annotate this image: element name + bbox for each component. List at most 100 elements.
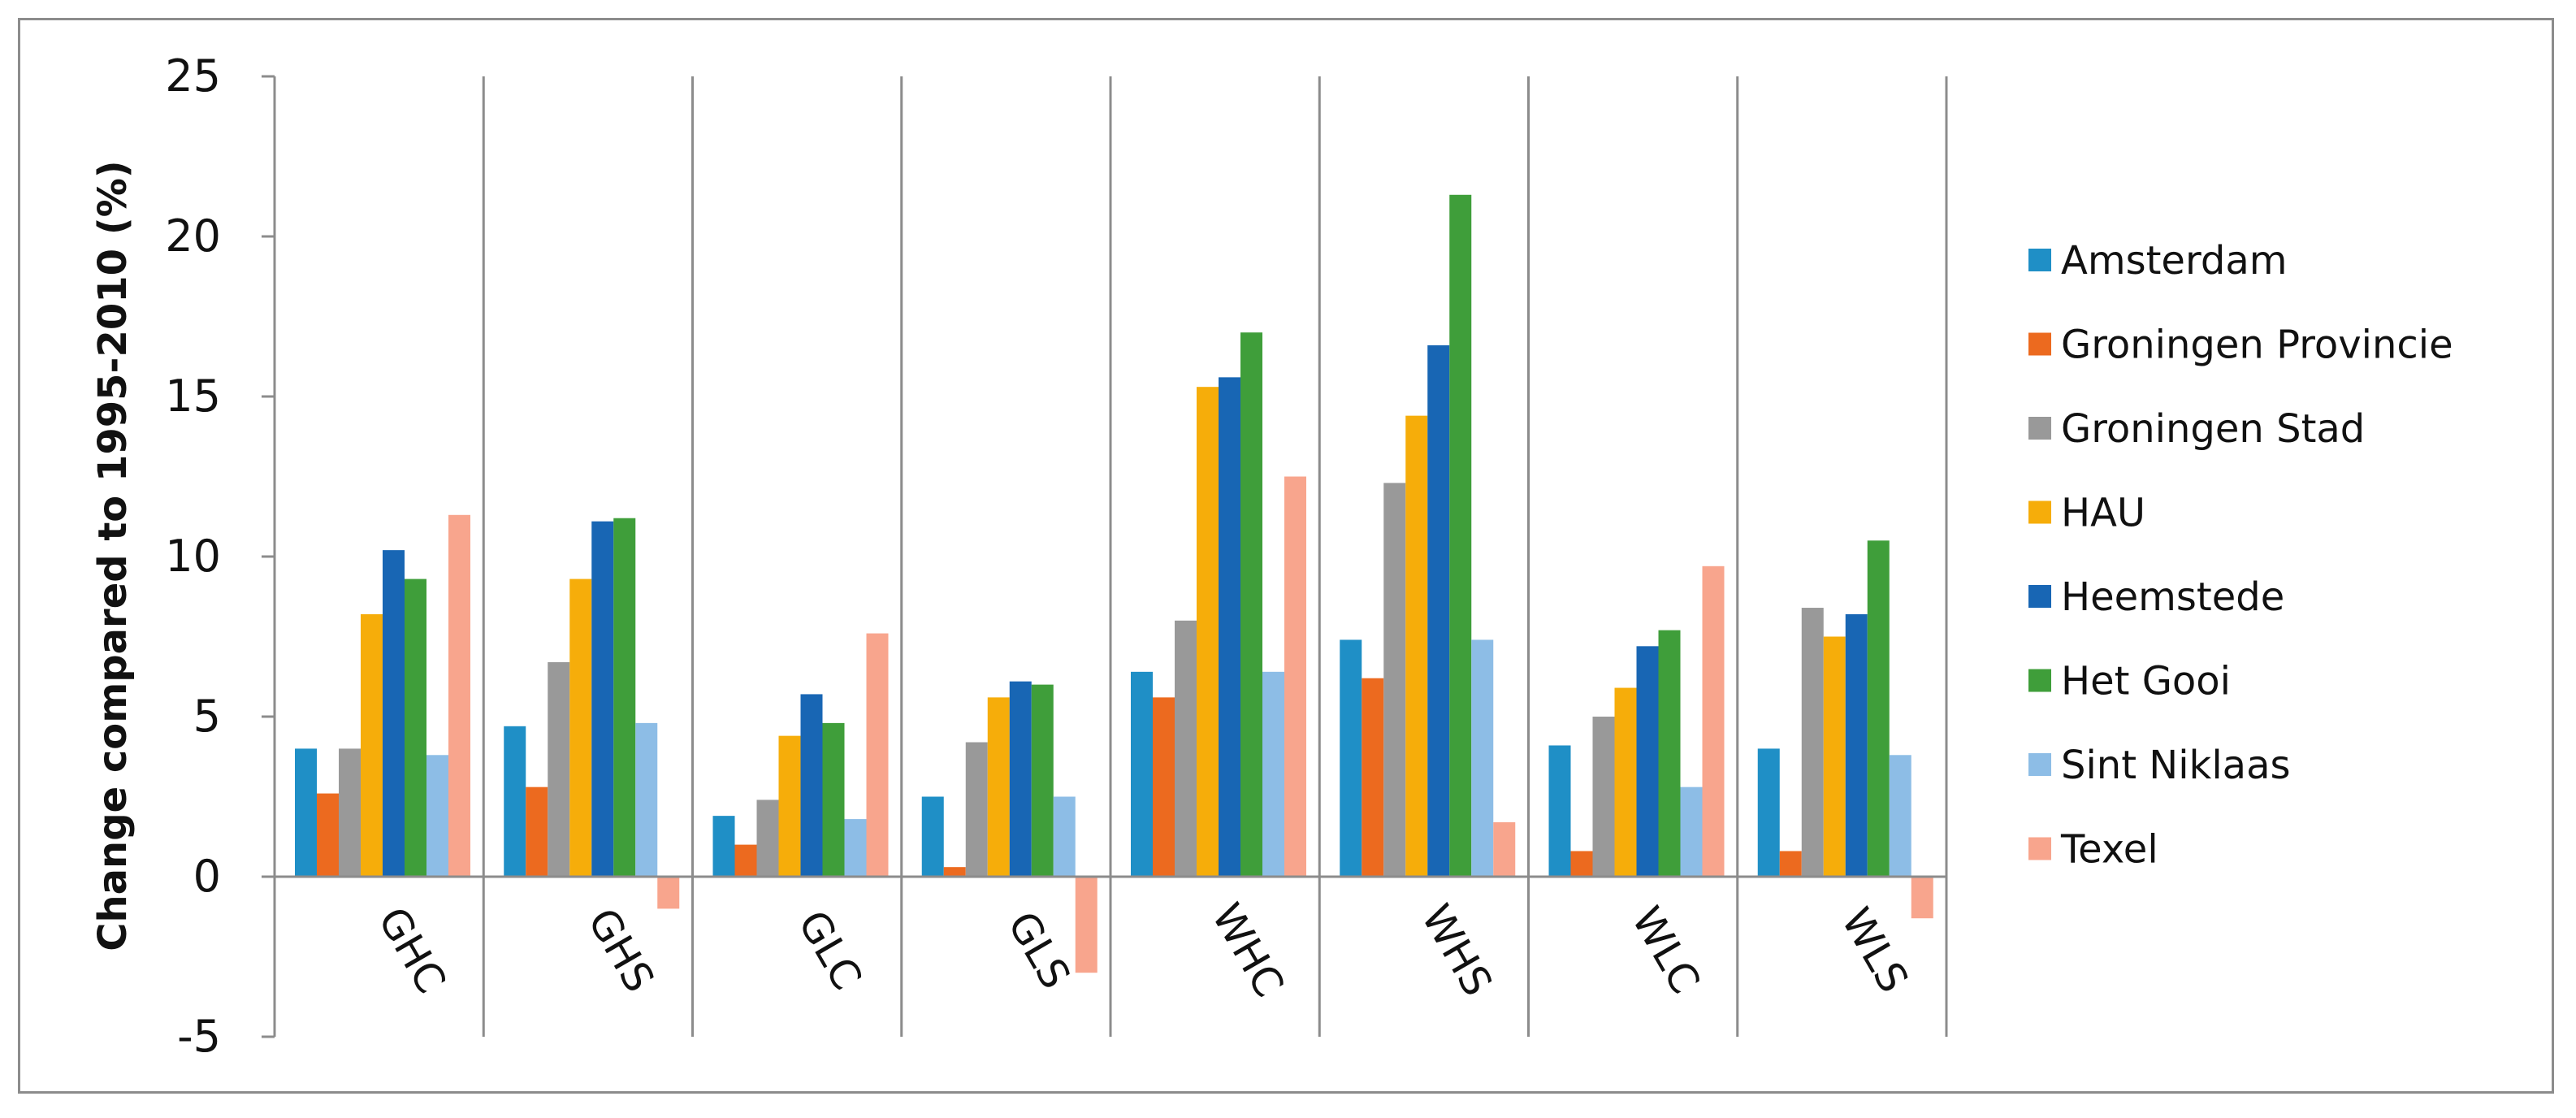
y-tick-label: 15: [165, 370, 221, 422]
bar-ghs-sint-niklaas: [635, 722, 658, 877]
bar-whs-amsterdam: [1340, 639, 1362, 877]
bar-glc-amsterdam: [712, 816, 735, 877]
bar-whs-heemstede: [1427, 344, 1450, 878]
bar-wlc-amsterdam: [1548, 745, 1571, 877]
legend: Amsterdam Groningen Provincie Groningen St…: [2028, 238, 2453, 873]
legend-swatch-heemstede: [2028, 585, 2051, 608]
bar-wls-het-gooi: [1867, 540, 1890, 877]
bar-whc-groningen-provincie: [1153, 697, 1175, 877]
bar-gls-groningen-provincie: [943, 867, 966, 877]
y-axis-label: Change compared to 1995-2010 (%): [90, 160, 136, 951]
category-label-whc: WHC: [1202, 895, 1292, 1005]
category-labels: GHC GHS GLC GLS WHC WHS WLC WLS: [369, 895, 1917, 1005]
bar-gls-heemstede: [1009, 681, 1032, 877]
bar-ghc-het-gooi: [405, 578, 426, 877]
bar-wls-hau: [1823, 636, 1846, 877]
bar-glc-texel: [866, 633, 889, 877]
legend-swatch-hau: [2028, 500, 2051, 524]
bar-whc-het-gooi: [1240, 332, 1262, 877]
bar-gls-groningen-stad: [965, 742, 988, 877]
bar-whc-groningen-stad: [1175, 620, 1197, 877]
bar-whc-amsterdam: [1131, 671, 1153, 877]
bar-ghs-het-gooi: [613, 518, 636, 877]
legend-label: Sint Niklaas: [2061, 743, 2291, 788]
legend-swatch-amsterdam: [2028, 249, 2051, 271]
bar-ghs-heemstede: [591, 521, 614, 877]
category-label-glc: GLC: [789, 903, 871, 998]
legend-swatch-sint-niklaas: [2028, 753, 2051, 776]
bar-wlc-heemstede: [1636, 646, 1659, 877]
category-label-whs: WHS: [1413, 897, 1502, 1004]
bar-whs-het-gooi: [1449, 194, 1472, 877]
legend-label: Texel: [2060, 827, 2158, 873]
bar-glc-heemstede: [800, 694, 823, 877]
legend-label: Het Gooi: [2061, 659, 2231, 704]
bar-wls-heemstede: [1845, 613, 1868, 877]
bar-ghs-amsterdam: [504, 726, 526, 877]
bar-whc-sint-niklaas: [1262, 671, 1284, 877]
y-tick-labels: -5 0 5 10 15 20 25: [165, 50, 275, 1062]
bar-wls-amsterdam: [1757, 748, 1780, 877]
bar-wls-groningen-provincie: [1779, 851, 1802, 877]
bar-whc-texel: [1284, 476, 1306, 877]
bar-ghs-hau: [569, 578, 592, 877]
bar-glc-groningen-provincie: [734, 844, 757, 877]
bar-ghs-texel: [657, 877, 680, 909]
bar-whs-groningen-provincie: [1362, 678, 1384, 877]
legend-swatch-groningen-stad: [2028, 417, 2051, 440]
bar-ghc-heemstede: [383, 550, 405, 877]
legend-swatch-groningen-provincie: [2028, 332, 2051, 356]
legend-swatch-texel: [2028, 837, 2051, 860]
category-label-ghc: GHC: [369, 899, 455, 1001]
category-label-wls: WLS: [1832, 900, 1917, 1000]
bar-gls-sint-niklaas: [1053, 796, 1076, 877]
legend-label: Groningen Stad: [2061, 406, 2365, 452]
bar-wls-texel: [1911, 877, 1933, 919]
y-tick-label: 25: [165, 50, 221, 102]
bar-ghs-groningen-stad: [548, 662, 570, 877]
legend-label: Heemstede: [2061, 574, 2284, 620]
bar-gls-texel: [1075, 877, 1098, 973]
bar-ghc-amsterdam: [295, 748, 317, 877]
y-tick-label: 20: [165, 210, 221, 262]
bar-ghs-groningen-provincie: [526, 786, 548, 877]
bar-whc-hau: [1197, 387, 1219, 877]
category-label-ghs: GHS: [578, 900, 663, 1000]
bar-wlc-hau: [1614, 687, 1637, 877]
bar-gls-hau: [987, 697, 1010, 877]
bar-glc-sint-niklaas: [844, 819, 867, 877]
y-tick-label: 0: [193, 851, 221, 902]
bar-whs-sint-niklaas: [1471, 639, 1494, 877]
bar-ghc-groningen-provincie: [317, 793, 339, 877]
legend-label: Groningen Provincie: [2061, 323, 2453, 368]
bar-whs-hau: [1405, 415, 1428, 877]
bar-glc-hau: [778, 735, 801, 877]
bar-wlc-sint-niklaas: [1680, 786, 1703, 877]
bar-gls-het-gooi: [1031, 684, 1054, 877]
y-tick-label: 10: [165, 531, 221, 582]
legend-swatch-het-gooi: [2028, 669, 2051, 692]
legend-label: HAU: [2061, 491, 2145, 536]
bar-wlc-texel: [1702, 566, 1725, 877]
bar-whs-texel: [1493, 822, 1516, 877]
bar-ghc-groningen-stad: [339, 748, 361, 877]
bar-whc-heemstede: [1219, 377, 1240, 877]
bar-wlc-groningen-stad: [1592, 717, 1615, 877]
bar-wlc-het-gooi: [1658, 630, 1681, 877]
bar-ghc-sint-niklaas: [426, 755, 448, 877]
y-tick-label: 5: [193, 691, 221, 742]
bar-whs-groningen-stad: [1383, 483, 1406, 877]
bar-group: [295, 194, 1933, 973]
bar-glc-het-gooi: [822, 722, 845, 877]
y-tick-label: -5: [177, 1011, 221, 1062]
bar-ghc-hau: [361, 613, 383, 877]
bar-ghc-texel: [448, 514, 470, 877]
bar-gls-amsterdam: [921, 796, 944, 877]
category-label-wlc: WLC: [1622, 899, 1708, 1001]
bar-glc-groningen-stad: [756, 800, 779, 877]
legend-label: Amsterdam: [2061, 238, 2287, 284]
bar-wls-groningen-stad: [1801, 608, 1824, 877]
bar-wls-sint-niklaas: [1889, 755, 1911, 877]
category-label-gls: GLS: [998, 904, 1079, 996]
